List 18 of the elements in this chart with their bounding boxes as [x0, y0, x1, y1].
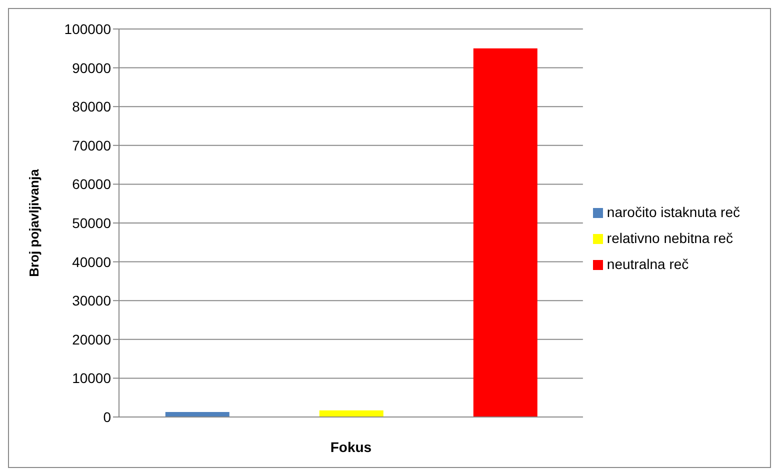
x-axis-title: Fokus: [330, 439, 372, 455]
y-tick-label: 70000: [72, 137, 112, 154]
y-tick-label: 60000: [72, 176, 112, 192]
y-tick-label: 10000: [72, 370, 112, 386]
y-axis-title: Broj pojavljivanja: [26, 168, 42, 277]
bar: [319, 410, 384, 417]
legend-label: relativno nebitna reč: [606, 230, 733, 246]
y-tick-label: 0: [103, 408, 112, 425]
y-tick-label: 50000: [72, 214, 112, 231]
y-tick-label: 30000: [72, 292, 112, 309]
bar: [473, 48, 538, 417]
y-tick-label: 20000: [72, 331, 112, 348]
y-tick-label: 80000: [72, 98, 112, 115]
legend-label: neutralna reč: [606, 256, 689, 272]
y-tick-label: 90000: [72, 60, 112, 76]
legend-label: naročito istaknuta reč: [606, 204, 740, 220]
y-tick-label: 100000: [64, 20, 112, 37]
y-tick-label: 40000: [72, 254, 112, 270]
